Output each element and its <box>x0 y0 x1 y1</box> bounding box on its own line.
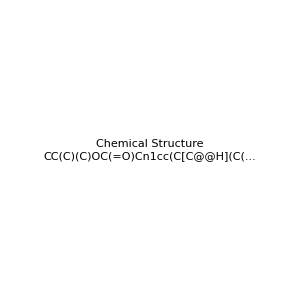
Text: Chemical Structure
CC(C)(C)OC(=O)Cn1cc(C[C@@H](C(...: Chemical Structure CC(C)(C)OC(=O)Cn1cc(C… <box>44 139 256 161</box>
